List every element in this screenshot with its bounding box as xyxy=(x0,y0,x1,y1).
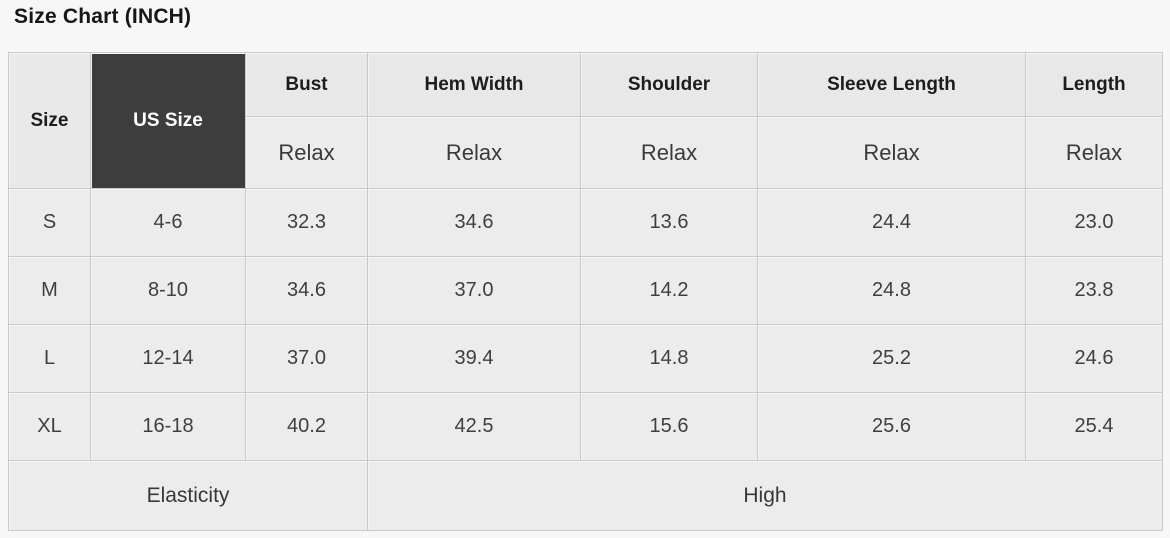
fit-cell-hem-width: Relax xyxy=(367,116,581,189)
hem-width-cell: 39.4 xyxy=(367,324,581,393)
fit-cell-shoulder: Relax xyxy=(580,116,758,189)
size-cell: M xyxy=(8,256,91,325)
shoulder-cell: 13.6 xyxy=(580,188,758,257)
table-row-l: L 12-14 37.0 39.4 14.8 25.2 24.6 xyxy=(8,324,1163,393)
shoulder-cell: 14.8 xyxy=(580,324,758,393)
length-cell: 25.4 xyxy=(1025,392,1163,461)
sleeve-length-cell: 25.6 xyxy=(757,392,1026,461)
length-cell: 24.6 xyxy=(1025,324,1163,393)
header-sleeve-length: Sleeve Length xyxy=(757,52,1026,117)
sleeve-length-cell: 25.2 xyxy=(757,324,1026,393)
sleeve-length-cell: 24.8 xyxy=(757,256,1026,325)
elasticity-label-cell: Elasticity xyxy=(8,460,368,531)
header-length: Length xyxy=(1025,52,1163,117)
shoulder-cell: 15.6 xyxy=(580,392,758,461)
hem-width-cell: 37.0 xyxy=(367,256,581,325)
sleeve-length-cell: 24.4 xyxy=(757,188,1026,257)
bust-cell: 32.3 xyxy=(245,188,368,257)
bust-cell: 34.6 xyxy=(245,256,368,325)
page-title: Size Chart (INCH) xyxy=(14,5,192,28)
bust-cell: 40.2 xyxy=(245,392,368,461)
elasticity-value-cell: High xyxy=(367,460,1163,531)
hem-width-cell: 34.6 xyxy=(367,188,581,257)
us-size-cell: 8-10 xyxy=(90,256,246,325)
size-cell: S xyxy=(8,188,91,257)
header-bust: Bust xyxy=(245,52,368,117)
length-cell: 23.0 xyxy=(1025,188,1163,257)
us-size-cell: 16-18 xyxy=(90,392,246,461)
size-cell: XL xyxy=(8,392,91,461)
header-hem-width: Hem Width xyxy=(367,52,581,117)
header-size: Size xyxy=(8,52,91,189)
shoulder-cell: 14.2 xyxy=(580,256,758,325)
us-size-cell: 4-6 xyxy=(90,188,246,257)
bust-cell: 37.0 xyxy=(245,324,368,393)
us-size-cell: 12-14 xyxy=(90,324,246,393)
table-row-xl: XL 16-18 40.2 42.5 15.6 25.6 25.4 xyxy=(8,392,1163,461)
table-row-m: M 8-10 34.6 37.0 14.2 24.8 23.8 xyxy=(8,256,1163,325)
fit-cell-bust: Relax xyxy=(245,116,368,189)
size-chart-table: Size US Size Bust Hem Width Shoulder Sle… xyxy=(8,52,1163,531)
header-us-size: US Size xyxy=(90,52,246,189)
fit-cell-sleeve-length: Relax xyxy=(757,116,1026,189)
length-cell: 23.8 xyxy=(1025,256,1163,325)
size-chart-wrap: Size US Size Bust Hem Width Shoulder Sle… xyxy=(8,52,1163,531)
size-cell: L xyxy=(8,324,91,393)
fit-row: Relax Relax Relax Relax Relax xyxy=(9,116,1163,189)
fit-cell-length: Relax xyxy=(1025,116,1163,189)
table-row-s: S 4-6 32.3 34.6 13.6 24.4 23.0 xyxy=(8,188,1163,257)
header-shoulder: Shoulder xyxy=(580,52,758,117)
elasticity-row: Elasticity High xyxy=(8,460,1163,531)
header-row: Size US Size Bust Hem Width Shoulder Sle… xyxy=(8,52,1163,189)
hem-width-cell: 42.5 xyxy=(367,392,581,461)
